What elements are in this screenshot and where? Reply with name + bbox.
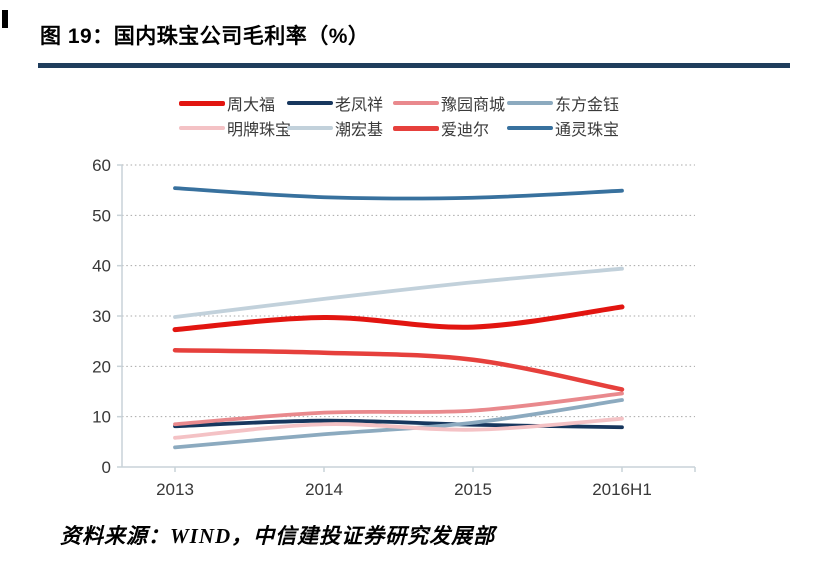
legend-item: 老凤祥: [286, 93, 393, 114]
y-tick-label: 0: [102, 458, 111, 477]
legend-swatch: [178, 100, 225, 106]
legend-item: 明牌珠宝: [178, 118, 291, 139]
legend-label: 明牌珠宝: [226, 122, 291, 139]
legend-label: 东方金钰: [554, 97, 619, 114]
legend-item: 周大福: [178, 93, 287, 114]
legend-item: 东方金钰: [506, 93, 619, 114]
series-line: [173, 416, 624, 440]
series-line: [172, 304, 625, 333]
line-chart: 0 10 20 30 40 50 60 2013 2014 2015 2016H1: [92, 156, 696, 499]
y-tick-label: 20: [92, 357, 111, 376]
y-tick-label: 60: [92, 156, 111, 175]
page-edge-mark: [2, 10, 8, 28]
title-divider: [38, 63, 790, 68]
legend-item: 潮宏基: [286, 118, 393, 139]
legend-label: 潮宏基: [334, 122, 383, 139]
series-line: [173, 398, 624, 450]
series-line: [172, 347, 625, 392]
legend-swatch: [286, 101, 333, 105]
legend-swatch: [286, 126, 333, 130]
x-tick-label: 2016H1: [592, 480, 652, 499]
legend-swatch: [506, 101, 553, 105]
legend-label: 老凤祥: [334, 97, 383, 114]
legend-item: 通灵珠宝: [506, 118, 619, 139]
figure-title: 图 19：国内珠宝公司毛利率（%）: [40, 25, 370, 48]
series-line: [173, 186, 624, 201]
legend-item: 爱迪尔: [392, 118, 507, 139]
series-line: [173, 266, 624, 319]
y-tick-label: 30: [92, 307, 111, 326]
legend-item: 豫园商城: [392, 93, 507, 114]
x-tick-label: 2014: [305, 480, 343, 499]
x-tick-label: 2013: [156, 480, 194, 499]
legend-label: 豫园商城: [440, 97, 505, 114]
y-tick-label: 40: [92, 257, 111, 276]
x-tick-label: 2015: [454, 480, 492, 499]
y-tick-label: 50: [92, 206, 111, 225]
chart-legend: 周大福 老凤祥 豫园商城 东方金钰明牌珠宝 潮宏基 爱迪尔 通灵珠宝: [0, 93, 812, 139]
legend-label: 爱迪尔: [440, 122, 489, 139]
legend-label: 周大福: [226, 97, 275, 114]
legend-swatch: [392, 125, 439, 131]
legend-swatch: [506, 126, 553, 130]
legend-swatch: [178, 126, 225, 130]
y-tick-label: 10: [92, 408, 111, 427]
series-line: [173, 391, 624, 427]
legend-swatch: [392, 101, 439, 105]
source-note: 资料来源：WIND，中信建投证券研究发展部: [60, 524, 496, 548]
legend-label: 通灵珠宝: [554, 122, 619, 139]
